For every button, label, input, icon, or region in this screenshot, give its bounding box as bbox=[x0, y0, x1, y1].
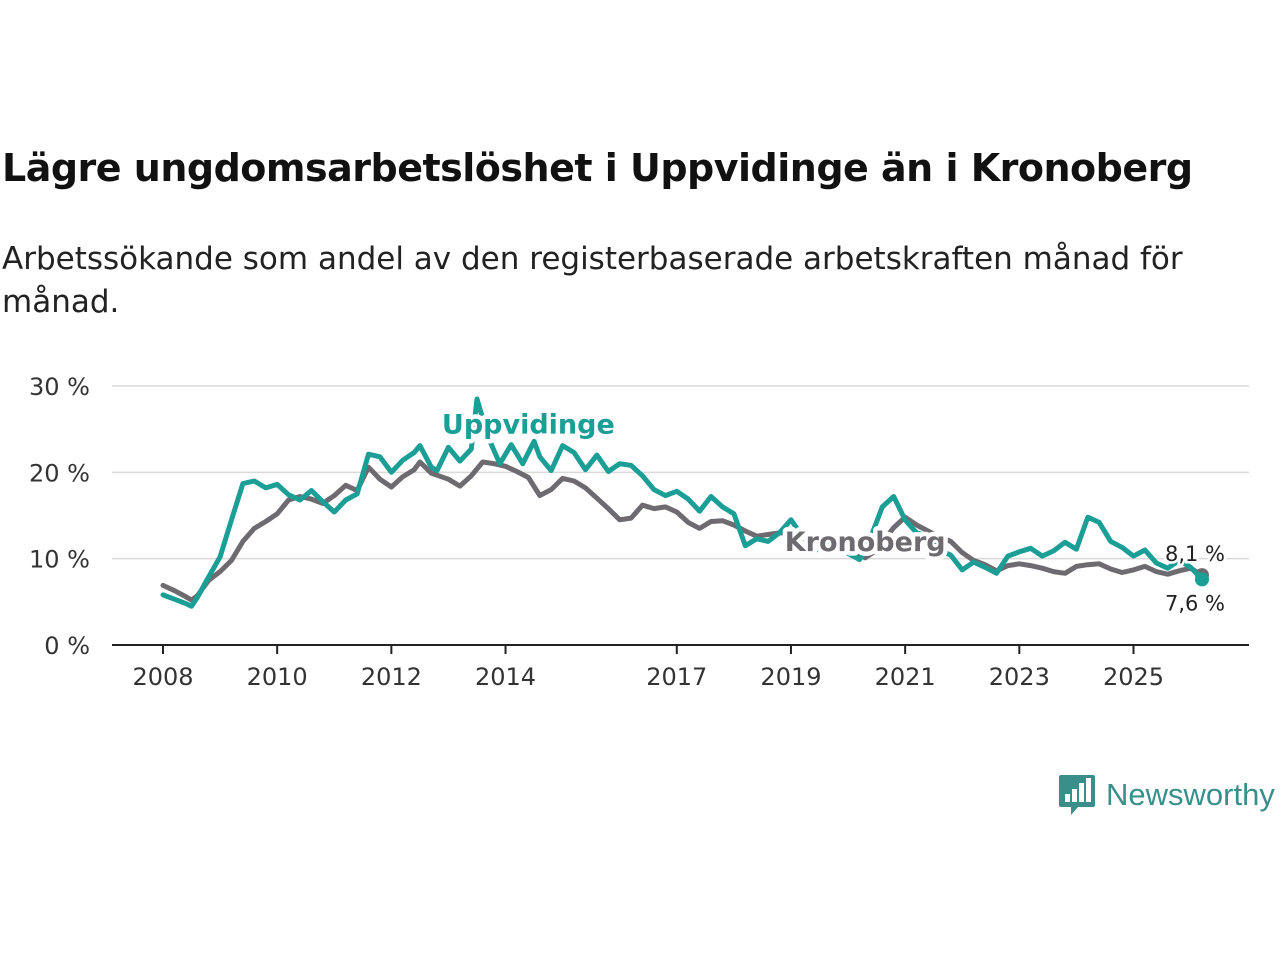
series-line-kronoberg bbox=[160, 459, 1205, 603]
chart-subtitle: Arbetssökande som andel av den registerb… bbox=[2, 241, 1183, 320]
y-tick-label: 30 % bbox=[29, 373, 90, 401]
y-tick-label: 0 % bbox=[44, 632, 90, 660]
x-tick-label: 2014 bbox=[475, 663, 536, 691]
series-lines bbox=[160, 396, 1209, 609]
series-annotation-uppvidinge: Uppvidinge bbox=[442, 409, 615, 440]
x-tick-label: 2008 bbox=[132, 663, 193, 691]
brand-name: Newsworthy bbox=[1106, 777, 1275, 812]
series-annotations: 8,1 % 7,6 % Uppvidinge Kronoberg bbox=[437, 405, 1227, 618]
x-tick-label: 2019 bbox=[760, 663, 821, 691]
chart-title: Lägre ungdomsarbetslöshet i Uppvidinge ä… bbox=[2, 146, 1193, 190]
y-tick-label: 10 % bbox=[29, 546, 90, 574]
newsworthy-logo: Newsworthy bbox=[1058, 773, 1275, 817]
x-tick-label: 2017 bbox=[646, 663, 707, 691]
series-end-label-uppvidinge: 7,6 % bbox=[1165, 591, 1225, 615]
x-tick-label: 2025 bbox=[1103, 663, 1164, 691]
series-end-label-kronoberg: 8,1 % bbox=[1165, 542, 1225, 566]
series-line-uppvidinge bbox=[160, 396, 1205, 609]
line-chart: 0 % 10 % 20 % 30 % 2008 2010 2012 2014 2017 2019… bbox=[29, 373, 1249, 691]
y-tick-label: 20 % bbox=[29, 459, 90, 487]
gridlines bbox=[112, 385, 1249, 560]
x-axis: 2008 2010 2012 2014 2017 2019 2021 2023 2025 bbox=[112, 644, 1249, 691]
series-end-dot-uppvidinge bbox=[1195, 572, 1209, 587]
y-axis-labels: 0 % 10 % 20 % 30 % bbox=[29, 373, 90, 660]
x-tick-label: 2021 bbox=[875, 663, 936, 691]
x-tick-label: 2023 bbox=[989, 663, 1050, 691]
newsworthy-logo-icon bbox=[1059, 775, 1095, 815]
x-tick-label: 2010 bbox=[247, 663, 308, 691]
x-tick-label: 2012 bbox=[361, 663, 422, 691]
series-annotation-kronoberg: Kronoberg bbox=[785, 527, 946, 558]
